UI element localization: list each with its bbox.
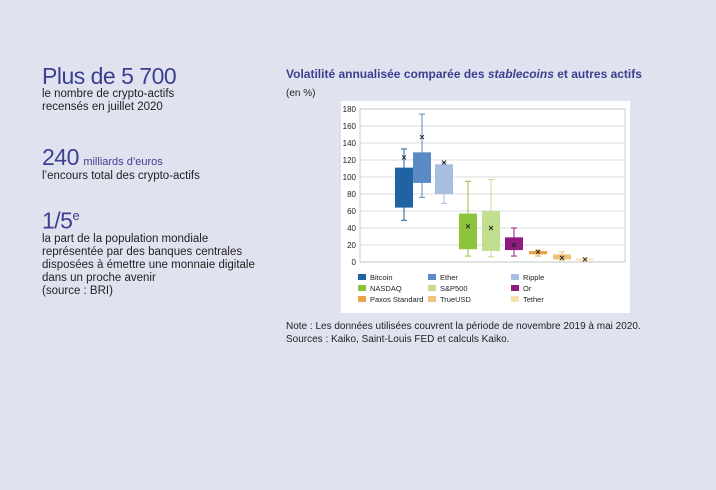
stat-outstanding-desc: l’encours total des crypto-actifs bbox=[42, 170, 200, 182]
stat-share-desc-2: représentée par des banques centrales bbox=[42, 245, 243, 258]
box-plot-chart: 0 20 40 60 80 100 120 140 160 180 Bitcoin Ether Ripp… bbox=[343, 105, 626, 304]
y-tick-label: 80 bbox=[347, 190, 356, 199]
chart-panel: 0 20 40 60 80 100 120 140 160 180 Bitcoin Ether Ripp… bbox=[341, 101, 630, 313]
box-s-p500 bbox=[482, 211, 500, 251]
chart-title: Volatilité annualisée comparée des stabl… bbox=[286, 67, 642, 81]
stat-count: Plus de 5 700 le nombre de crypto-actifs… bbox=[42, 63, 177, 114]
legend-swatch bbox=[511, 274, 519, 280]
legend-swatch bbox=[428, 296, 436, 302]
stat-share: 1/5e la part de la population mondiale r… bbox=[42, 204, 255, 298]
y-tick-label: 180 bbox=[343, 105, 357, 114]
y-tick-label: 100 bbox=[343, 173, 357, 182]
y-tick-label: 0 bbox=[352, 258, 357, 267]
legend-swatch bbox=[511, 296, 519, 302]
legend-swatch bbox=[358, 296, 366, 302]
mean-marker bbox=[441, 160, 447, 165]
mean-marker bbox=[465, 223, 471, 229]
legend-swatch bbox=[428, 285, 436, 291]
y-tick-label: 140 bbox=[343, 139, 357, 148]
stat-share-value: 1/5 bbox=[42, 207, 73, 234]
stat-outstanding: 240 milliards d’euros l’encours total de… bbox=[42, 145, 200, 183]
stat-count-desc-1: le nombre de crypto-actifs bbox=[42, 88, 175, 100]
box-nasdaq bbox=[459, 213, 477, 250]
legend-label: NASDAQ bbox=[370, 284, 402, 293]
legend-label: Paxos Standard bbox=[370, 295, 423, 304]
legend-label: Ether bbox=[440, 273, 458, 282]
legend-label: Ripple bbox=[523, 273, 544, 282]
y-tick-label: 60 bbox=[347, 207, 356, 216]
stat-share-desc-3: disposées à émettre une monnaie digitale bbox=[42, 258, 255, 271]
stat-share-sup: e bbox=[72, 208, 80, 223]
y-tick-label: 120 bbox=[343, 156, 357, 165]
box-or bbox=[505, 237, 523, 251]
mean-marker bbox=[559, 255, 565, 261]
chart-note: Note : Les données utilisées couvrent la… bbox=[286, 320, 641, 346]
stat-share-desc-5: (source : BRI) bbox=[42, 284, 113, 297]
stat-share-desc-1: la part de la population mondiale bbox=[42, 232, 209, 245]
mean-marker bbox=[419, 134, 425, 140]
legend-label: Or bbox=[523, 284, 532, 293]
mean-marker bbox=[582, 257, 588, 262]
box-ether bbox=[413, 152, 431, 183]
legend-swatch bbox=[428, 274, 436, 280]
legend-swatch bbox=[358, 285, 366, 291]
mean-marker bbox=[535, 249, 541, 255]
legend-swatch bbox=[358, 274, 366, 280]
mean-marker bbox=[401, 155, 407, 160]
stat-outstanding-value: 240 bbox=[42, 144, 79, 170]
stat-count-desc-2: recensés en juillet 2020 bbox=[42, 101, 163, 113]
stat-outstanding-unit: milliards d’euros bbox=[83, 156, 163, 168]
unit-label: (en %) bbox=[286, 88, 316, 99]
note-line: Note : Les données utilisées couvrent la… bbox=[286, 321, 641, 332]
stat-share-desc-4: dans un proche avenir bbox=[42, 271, 156, 284]
y-tick-label: 40 bbox=[347, 224, 356, 233]
sources-line: Sources : Kaiko, Saint-Louis FED et calc… bbox=[286, 334, 510, 345]
legend-label: Bitcoin bbox=[370, 273, 393, 282]
mean-marker bbox=[488, 225, 494, 231]
plot-frame bbox=[359, 108, 626, 263]
y-tick-label: 160 bbox=[343, 122, 357, 131]
box-bitcoin bbox=[395, 167, 413, 208]
box-trueusd bbox=[553, 254, 571, 260]
legend-label: TrueUSD bbox=[440, 295, 472, 304]
legend-swatch bbox=[511, 285, 519, 291]
legend-label: S&P500 bbox=[440, 284, 468, 293]
stat-count-value: Plus de 5 700 bbox=[42, 63, 177, 89]
y-tick-label: 20 bbox=[347, 241, 356, 250]
legend-label: Tether bbox=[523, 295, 544, 304]
box-paxos-standard bbox=[529, 250, 547, 255]
box-ripple bbox=[435, 164, 453, 194]
mean-marker bbox=[511, 242, 517, 248]
